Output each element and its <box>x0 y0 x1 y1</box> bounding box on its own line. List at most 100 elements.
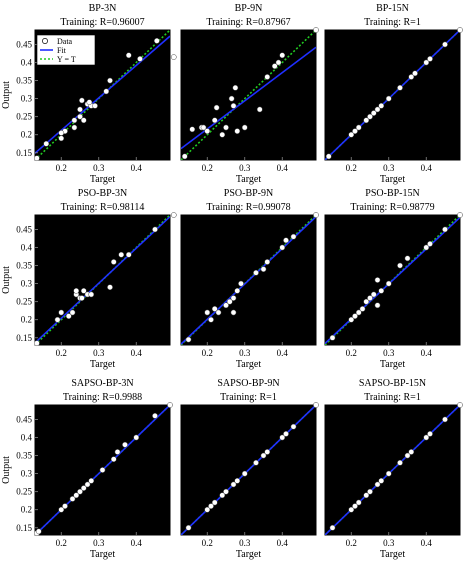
data-point <box>427 241 433 247</box>
data-point <box>65 313 72 319</box>
x-tick-label: 0.4 <box>421 163 433 173</box>
y-tick-label: 0.4 <box>21 58 33 68</box>
data-point <box>223 488 229 495</box>
x-tick-label: 0.2 <box>202 538 213 548</box>
data-point <box>54 316 61 323</box>
y-tick-label: 0.35 <box>16 451 32 461</box>
data-point <box>352 128 358 134</box>
data-point <box>35 528 42 535</box>
data-point <box>234 128 241 134</box>
data-point <box>367 488 373 495</box>
x-axis-label: Target <box>380 174 405 185</box>
y-tick-label: 0.15 <box>16 523 32 533</box>
data-point <box>404 255 411 262</box>
data-point <box>58 506 65 513</box>
data-point <box>442 41 448 48</box>
data-point <box>230 309 237 316</box>
data-point <box>79 97 85 104</box>
data-point <box>279 52 286 59</box>
y-tick-label: 0.3 <box>21 469 33 479</box>
data-point <box>223 302 229 309</box>
data-point <box>279 244 286 251</box>
data-point <box>77 113 83 120</box>
y-tick-label: 0.2 <box>21 130 32 140</box>
data-point <box>352 503 358 509</box>
y-tick-label: 0.45 <box>16 224 32 234</box>
data-point <box>427 431 433 437</box>
x-tick-label: 0.3 <box>383 538 395 548</box>
chart-subtitle: Training: R=1 <box>364 17 421 28</box>
x-tick-label: 0.4 <box>421 538 433 548</box>
data-point <box>99 467 106 473</box>
y-tick-label: 0.25 <box>16 297 32 307</box>
data-point <box>154 37 160 44</box>
data-point <box>423 59 430 66</box>
data-point <box>79 295 85 301</box>
data-point <box>181 153 188 160</box>
data-point <box>256 106 263 113</box>
x-tick-label: 0.4 <box>277 538 289 548</box>
data-point <box>370 110 377 116</box>
data-point <box>62 503 68 509</box>
x-tick-label: 0.2 <box>346 538 357 548</box>
data-point <box>260 266 267 273</box>
data-point <box>348 131 355 138</box>
data-point <box>363 117 370 124</box>
y-tick-label: 0.2 <box>21 315 32 325</box>
x-tick-label: 0.3 <box>93 163 105 173</box>
x-tick-label: 0.2 <box>56 538 67 548</box>
y-tick-label: 0.25 <box>16 487 32 497</box>
data-point <box>348 316 355 323</box>
data-point <box>283 431 289 437</box>
chart-subtitle: Training: R=1 <box>220 392 277 403</box>
data-point <box>385 280 392 287</box>
x-axis-label: Target <box>90 174 115 185</box>
data-point <box>283 237 289 244</box>
y-tick-label: 0.45 <box>16 414 32 424</box>
data-point <box>241 124 248 131</box>
chart-title: BP-3N <box>89 3 117 14</box>
data-point <box>230 481 237 488</box>
x-tick-label: 0.4 <box>131 538 143 548</box>
data-point <box>107 77 113 84</box>
data-point <box>279 434 286 441</box>
legend-data-label: Data <box>57 37 73 46</box>
data-point <box>378 102 385 109</box>
fit-line <box>325 405 460 535</box>
fit-line <box>325 30 460 160</box>
data-point <box>122 441 128 448</box>
data-point <box>213 104 220 111</box>
data-point <box>397 459 403 466</box>
data-point <box>80 485 87 491</box>
data-point <box>385 95 392 102</box>
data-point <box>313 27 319 33</box>
x-tick-label: 0.3 <box>383 163 395 173</box>
data-point <box>204 128 211 134</box>
data-point <box>253 269 259 276</box>
x-axis-label: Target <box>236 359 261 370</box>
data-point <box>34 155 40 162</box>
data-point <box>348 506 355 513</box>
y-tick-label: 0.4 <box>21 433 33 443</box>
y-tick-label: 0.35 <box>16 261 32 271</box>
x-tick-label: 0.2 <box>346 163 357 173</box>
chart-title: BP-15N <box>376 3 409 14</box>
x-tick-label: 0.2 <box>202 163 213 173</box>
data-point <box>230 295 237 301</box>
data-point <box>219 131 226 138</box>
y-axis-label: Output <box>1 81 12 109</box>
y-tick-label: 0.25 <box>16 112 32 122</box>
chart-title: SAPSO-BP-3N <box>71 378 133 389</box>
data-point <box>211 499 218 506</box>
fit-line <box>181 46 316 150</box>
data-point <box>313 402 319 408</box>
data-point <box>408 74 415 80</box>
data-point <box>208 503 214 509</box>
x-tick-label: 0.3 <box>93 538 105 548</box>
data-point <box>264 74 271 80</box>
data-point <box>204 506 211 513</box>
x-axis-label: Target <box>236 174 261 185</box>
data-point <box>374 302 381 309</box>
x-tick-label: 0.4 <box>131 163 143 173</box>
y-tick-label: 0.15 <box>16 148 32 158</box>
